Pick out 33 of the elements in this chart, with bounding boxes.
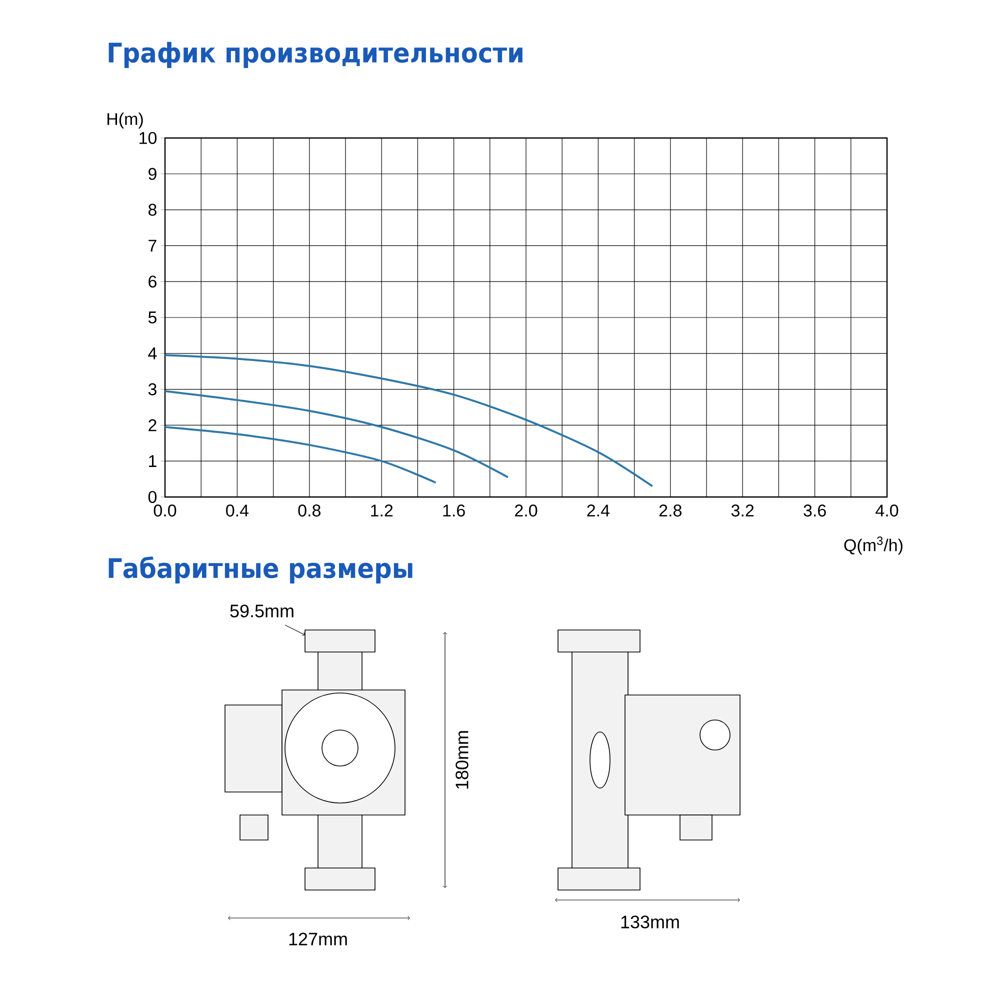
x-tick-label: 2.8 — [659, 504, 682, 517]
x-tick-label: 2.4 — [587, 504, 610, 516]
line-series — [165, 426, 437, 484]
y-axis-title: H(m) — [108, 112, 143, 128]
text: 59.5mm — [230, 604, 294, 618]
y-tick-label: 6 — [148, 276, 156, 288]
y-tick-label: 7 — [148, 240, 156, 252]
x-tick-label: 2.0 — [515, 504, 538, 517]
x-tick-label: 0.8 — [298, 504, 320, 517]
y-tick-label: 5 — [148, 312, 156, 324]
text: 180mm — [456, 731, 468, 789]
y-tick-label: 9 — [148, 168, 156, 180]
x-tick-label: 1.2 — [371, 504, 393, 516]
x-tick-label: 0.0 — [154, 504, 176, 517]
y-tick-label: 10 — [140, 132, 157, 144]
x-tick-label: 3.6 — [804, 504, 826, 517]
text: 133mm — [621, 916, 679, 928]
y-tick-label: 3 — [148, 383, 156, 396]
text: 127mm — [289, 932, 347, 946]
line-series — [165, 354, 654, 488]
x-tick-label: 4.0 — [876, 504, 898, 517]
y-tick-label: 0 — [148, 490, 157, 504]
y-tick-label: 2 — [148, 419, 156, 432]
y-tick-label: 4 — [148, 348, 157, 360]
x-tick-label: 3.2 — [731, 504, 754, 517]
y-tick-label: 8 — [148, 204, 156, 216]
text: Габаритные размеры — [108, 556, 412, 584]
chart-title: График производительности — [108, 42, 522, 68]
x-tick-label: 0.4 — [226, 504, 249, 517]
x-axis-title: Q(m$^{3}$/h) — [844, 536, 902, 555]
line-series — [165, 390, 509, 478]
y-tick-label: 1 — [149, 455, 156, 467]
x-tick-label: 1.6 — [443, 504, 465, 517]
